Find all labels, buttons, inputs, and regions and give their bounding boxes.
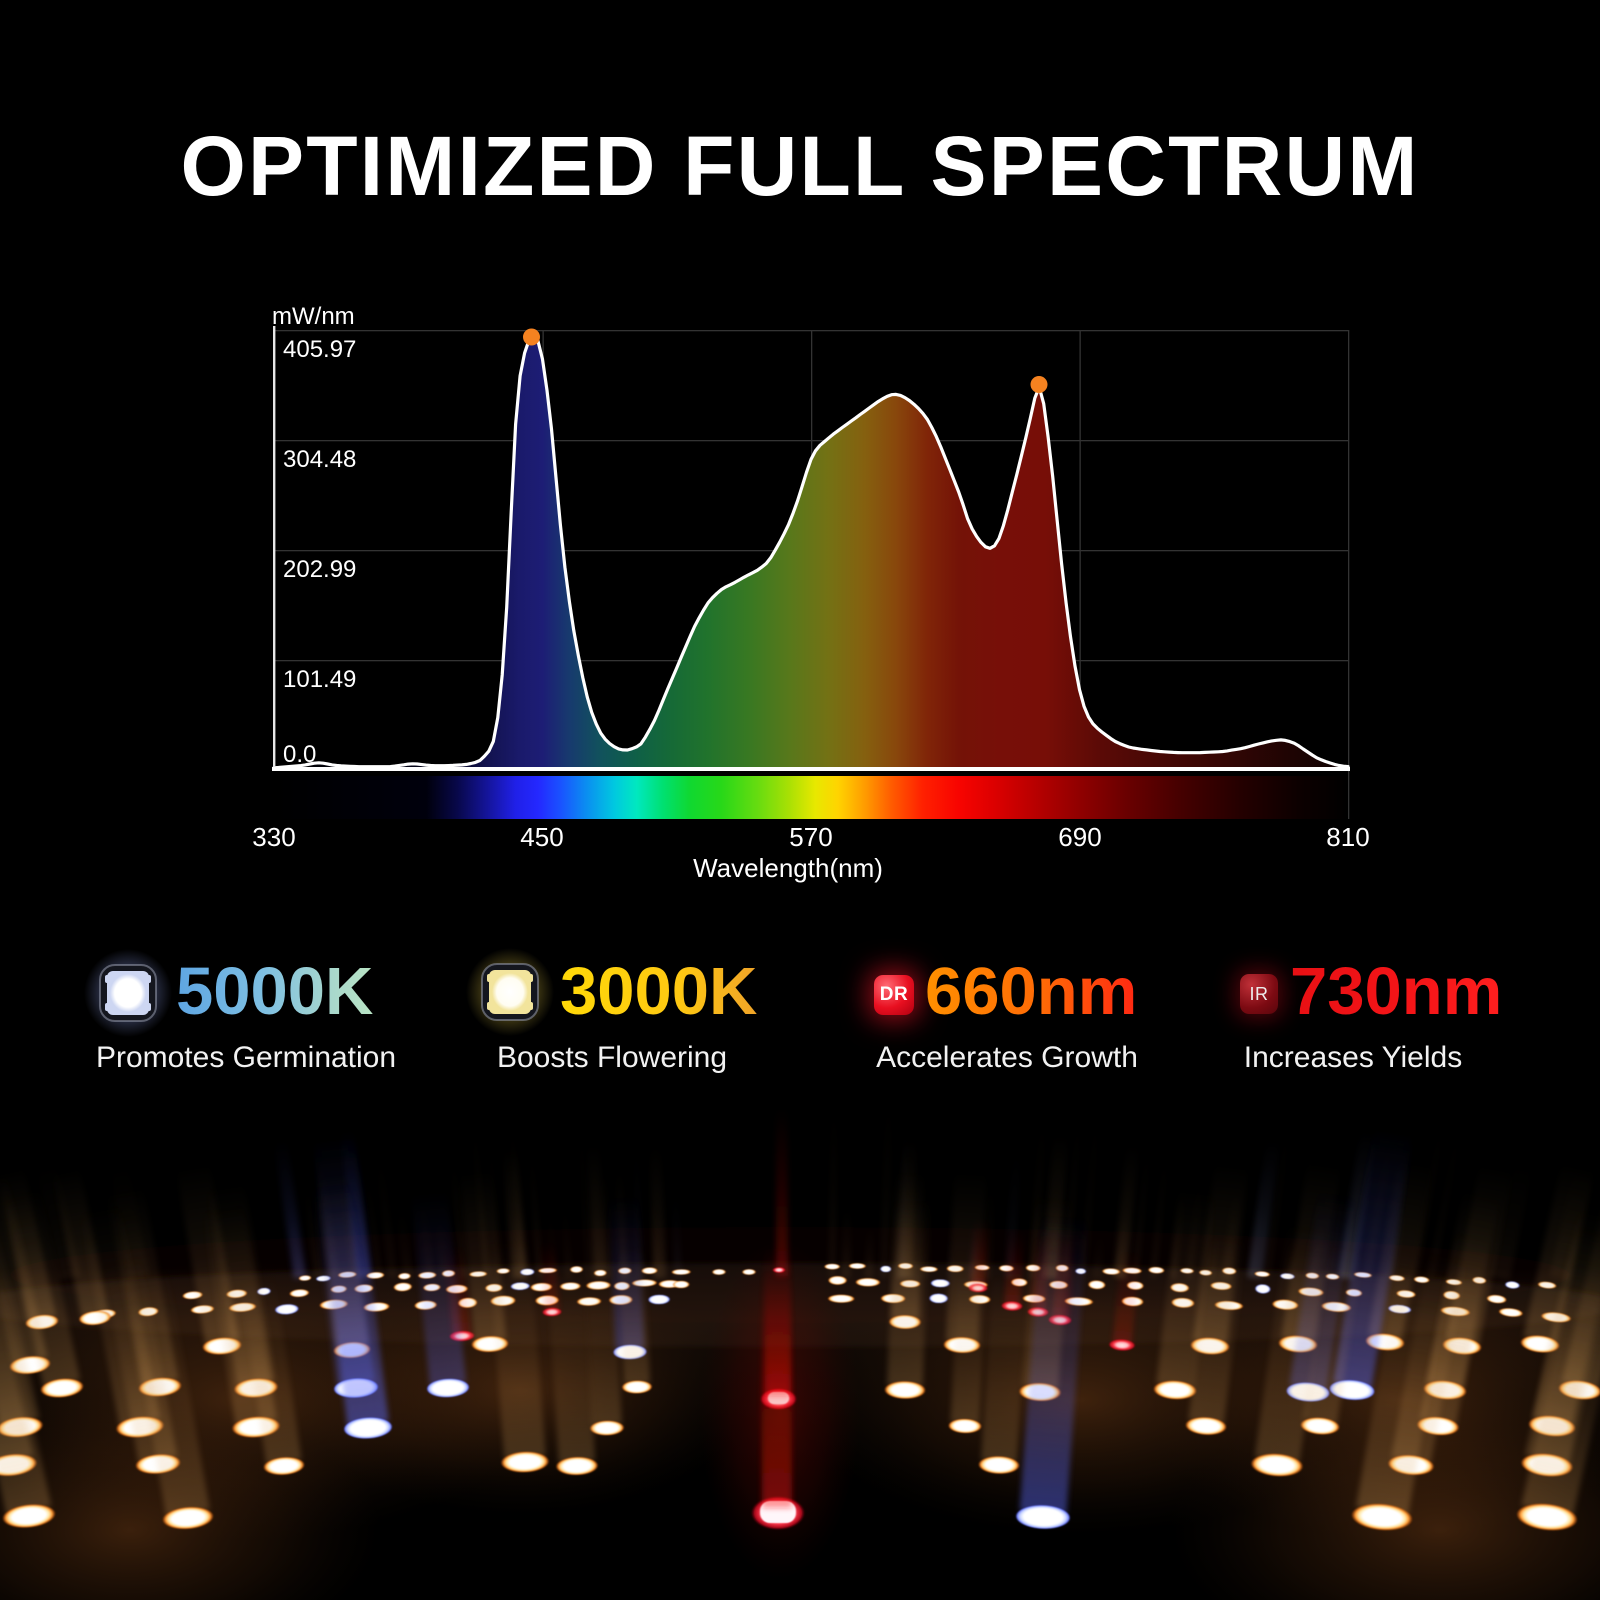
svg-text:330: 330 — [252, 822, 295, 852]
svg-text:304.48: 304.48 — [283, 446, 356, 473]
svg-text:405.97: 405.97 — [283, 336, 356, 363]
svg-text:570: 570 — [789, 822, 832, 852]
svg-text:mW/nm: mW/nm — [272, 303, 355, 330]
svg-text:810: 810 — [1326, 822, 1369, 852]
svg-text:202.99: 202.99 — [283, 556, 356, 583]
svg-text:Wavelength(nm): Wavelength(nm) — [693, 853, 883, 883]
svg-text:0.0: 0.0 — [283, 741, 316, 768]
svg-text:101.49: 101.49 — [283, 666, 356, 693]
svg-text:450: 450 — [520, 822, 563, 852]
svg-text:690: 690 — [1058, 822, 1101, 852]
